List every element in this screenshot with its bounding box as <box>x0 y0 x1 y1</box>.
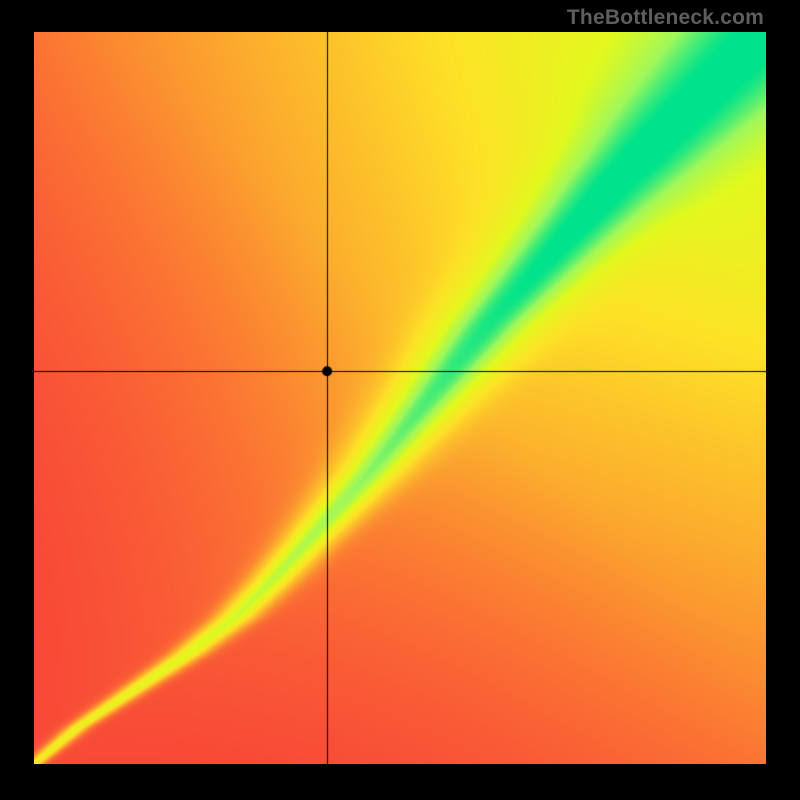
heatmap-canvas <box>34 32 766 764</box>
watermark-text: TheBottleneck.com <box>567 6 764 30</box>
plot-area <box>34 32 766 764</box>
chart-container: TheBottleneck.com <box>0 0 800 800</box>
